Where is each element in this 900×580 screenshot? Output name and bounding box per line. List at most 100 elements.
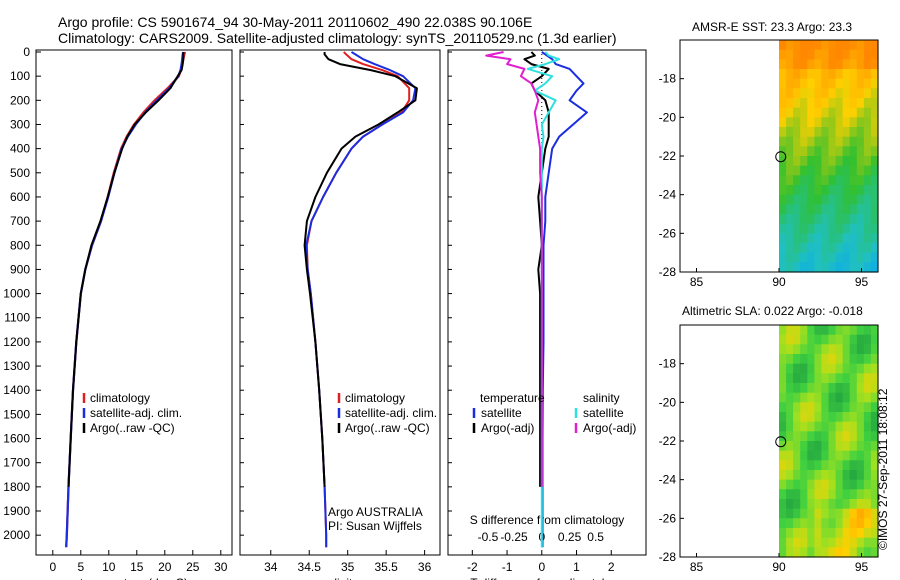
heatmap-cell <box>828 334 837 345</box>
heatmap-cell <box>779 499 787 510</box>
heatmap-cell <box>779 127 787 138</box>
heatmap-cell <box>870 499 879 510</box>
heatmap-cell <box>835 78 844 89</box>
heatmap-cell <box>849 214 858 225</box>
legend-entry: climatology <box>345 391 405 405</box>
heatmap-cell <box>793 528 801 539</box>
heatmap-cell <box>786 460 794 471</box>
heatmap-cell <box>856 40 865 51</box>
heatmap-cell <box>814 117 823 128</box>
heatmap-cell <box>821 373 830 384</box>
heatmap-cell <box>828 214 837 225</box>
x-tick-label: 10 <box>102 560 116 574</box>
heatmap-cell <box>842 383 851 394</box>
heatmap-cell <box>863 373 872 384</box>
heatmap-cell <box>807 489 815 500</box>
heatmap-cell <box>814 344 823 355</box>
heatmap-cell <box>800 470 808 481</box>
heatmap-cell <box>807 214 815 225</box>
heatmap-cell <box>807 117 815 128</box>
heatmap-cell <box>786 175 794 186</box>
heatmap-cell <box>835 214 844 225</box>
heatmap-cell <box>849 479 858 490</box>
heatmap-cell <box>842 450 851 461</box>
heatmap-cell <box>828 262 837 273</box>
heatmap-cell <box>800 107 808 118</box>
heatmap-cell <box>786 431 794 442</box>
heatmap-cell <box>835 156 844 167</box>
heatmap-cell <box>786 383 794 394</box>
heatmap-cell <box>870 69 879 80</box>
heatmap-cell <box>842 412 851 423</box>
heatmap-cell <box>786 165 794 176</box>
heatmap-cell <box>828 412 837 423</box>
top-x-tick-label: 0.5 <box>587 530 604 544</box>
heatmap-cell <box>800 421 808 432</box>
figure-title-line1: Argo profile: CS 5901674_94 30-May-2011 … <box>58 14 533 30</box>
heatmap-cell <box>835 325 844 336</box>
heatmap-cell <box>779 431 787 442</box>
float-annotation: PI: Susan Wijffels <box>328 519 422 533</box>
heatmap-cell <box>856 233 865 244</box>
heatmap-cell <box>814 334 823 345</box>
heatmap-cell <box>870 107 879 118</box>
heatmap-cell <box>779 479 787 490</box>
heatmap-cell <box>835 223 844 234</box>
heatmap-cell <box>842 204 851 215</box>
heatmap-cell <box>863 252 872 263</box>
heatmap-cell <box>870 489 879 500</box>
heatmap-cell <box>814 175 823 186</box>
heatmap-cell <box>814 528 823 539</box>
heatmap-cell <box>870 470 879 481</box>
heatmap-cell <box>800 479 808 490</box>
heatmap-cell <box>807 499 815 510</box>
float-annotation: Argo AUSTRALIA <box>328 505 423 519</box>
heatmap-cell <box>786 412 794 423</box>
x-tick-label: -1 <box>502 560 513 574</box>
heatmap-cell <box>793 412 801 423</box>
heatmap-cell <box>849 252 858 263</box>
heatmap-cell <box>870 383 879 394</box>
heatmap-cell <box>814 383 823 394</box>
heatmap-cell <box>800 528 808 539</box>
heatmap-cell <box>793 194 801 205</box>
x-tick-label: -2 <box>467 560 478 574</box>
heatmap-cell <box>828 156 837 167</box>
heatmap-cell <box>835 450 844 461</box>
heatmap-cell <box>800 40 808 51</box>
heatmap-cell <box>863 489 872 500</box>
heatmap-cell <box>821 252 830 263</box>
heatmap-cell <box>849 98 858 109</box>
heatmap-cell <box>814 243 823 254</box>
heatmap-cell <box>835 499 844 510</box>
map-y-tick-label: -26 <box>659 511 677 525</box>
heatmap-cell <box>856 354 865 365</box>
heatmap-cell <box>835 489 844 500</box>
heatmap-cell <box>828 470 837 481</box>
heatmap-cell <box>849 392 858 403</box>
heatmap-cell <box>842 252 851 263</box>
x-tick-label: 30 <box>214 560 228 574</box>
heatmap-cell <box>842 233 851 244</box>
heatmap-cell <box>856 470 865 481</box>
heatmap-cell <box>849 431 858 442</box>
heatmap-cell <box>786 204 794 215</box>
heatmap-cell <box>842 460 851 471</box>
heatmap-cell <box>793 344 801 355</box>
heatmap-cell <box>863 383 872 394</box>
heatmap-cell <box>835 49 844 60</box>
x-axis-label: T difference from climatology <box>470 576 624 580</box>
heatmap-cell <box>863 499 872 510</box>
heatmap-cell <box>856 107 865 118</box>
heatmap-cell <box>786 214 794 225</box>
sla-map-title: Altimetric SLA: 0.022 Argo: -0.018 <box>682 304 863 318</box>
heatmap-cell <box>842 175 851 186</box>
heatmap-cell <box>849 325 858 336</box>
heatmap-cell <box>849 518 858 529</box>
heatmap-cell <box>835 373 844 384</box>
heatmap-cell <box>807 185 815 196</box>
depth-tick-label: 200 <box>10 93 30 107</box>
heatmap-cell <box>842 421 851 432</box>
heatmap-cell <box>779 489 787 500</box>
heatmap-cell <box>807 88 815 99</box>
